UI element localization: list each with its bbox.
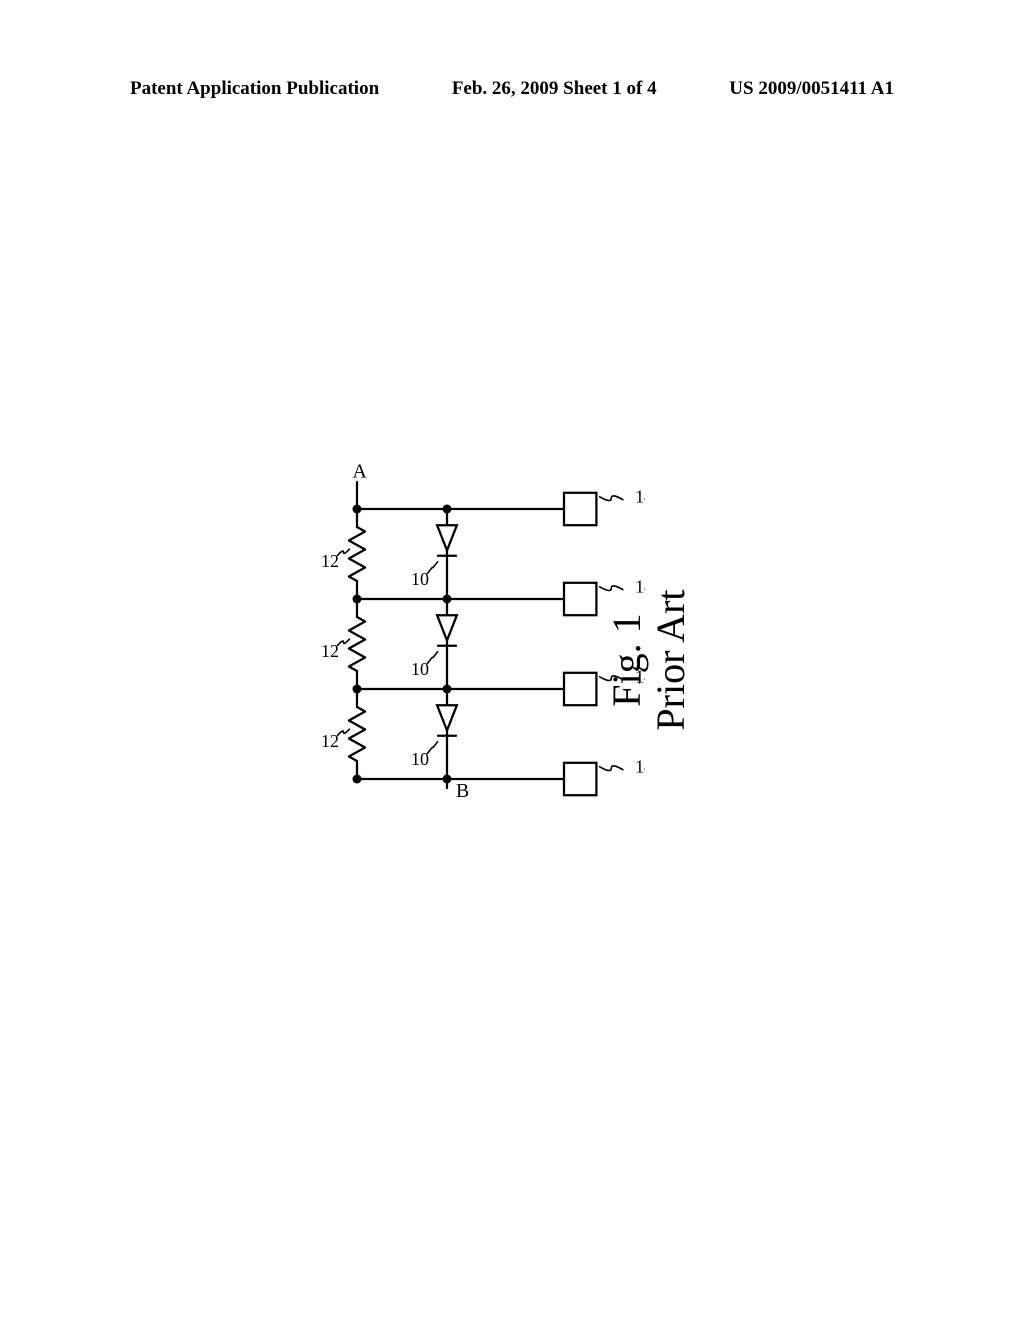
- svg-text:10: 10: [411, 659, 429, 679]
- svg-text:12: 12: [321, 641, 339, 661]
- caption-line2: Prior Art: [648, 589, 693, 730]
- svg-text:12: 12: [321, 731, 339, 751]
- circuit-svg-icon: 12121210101014141414AB: [285, 450, 645, 820]
- header-right: US 2009/0051411 A1: [729, 78, 894, 100]
- svg-text:10: 10: [411, 749, 429, 769]
- svg-text:B: B: [456, 780, 469, 802]
- header-left: Patent Application Publication: [130, 78, 379, 100]
- svg-text:14: 14: [635, 486, 645, 506]
- circuit-figure: 12121210101014141414AB: [285, 450, 615, 800]
- caption-line1: Fig. 1: [604, 613, 649, 706]
- figure-caption: Fig. 1 Prior Art: [605, 560, 693, 760]
- svg-text:A: A: [353, 461, 368, 483]
- page-header: Patent Application Publication Feb. 26, …: [0, 78, 1024, 100]
- svg-text:10: 10: [411, 569, 429, 589]
- header-center: Feb. 26, 2009 Sheet 1 of 4: [452, 78, 657, 100]
- svg-text:12: 12: [321, 551, 339, 571]
